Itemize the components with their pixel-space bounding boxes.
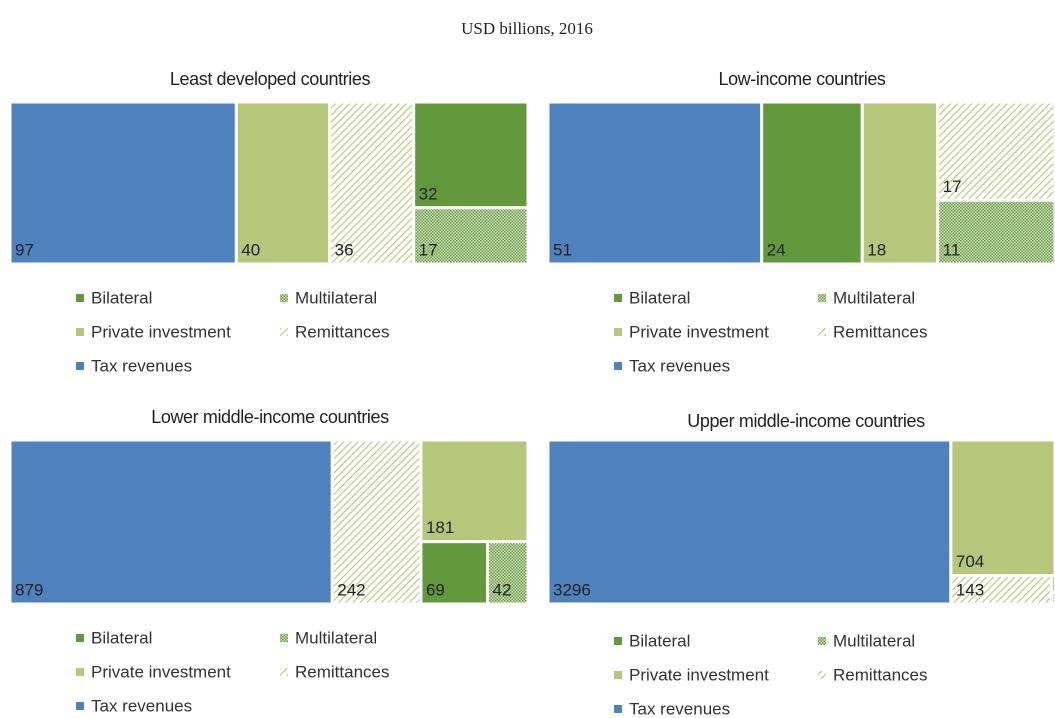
treemap-tile [419, 540, 489, 606]
legend-swatch [818, 328, 826, 336]
legend-swatch [614, 637, 622, 645]
panel-title: Low-income countries [718, 69, 885, 89]
treemap-tile [1049, 574, 1055, 595]
legend-swatch [614, 294, 622, 302]
legend-label: Remittances [295, 322, 389, 341]
treemap-tile [546, 438, 953, 606]
chart-title: USD billions, 2016 [461, 19, 593, 38]
treemap-tile [949, 438, 1055, 578]
panel-title: Upper middle-income countries [687, 411, 925, 431]
legend-swatch [818, 294, 826, 302]
treemap-tile [485, 540, 530, 606]
legend-label: Bilateral [629, 631, 690, 650]
legend-swatch [280, 294, 288, 302]
value-label: 36 [335, 240, 354, 259]
value-label: 32 [419, 184, 438, 203]
value-label: 3296 [553, 580, 591, 599]
treemap-tile [234, 100, 332, 266]
legend-label: Bilateral [91, 288, 152, 307]
legend-label: Private investment [629, 322, 769, 341]
value-label: 18 [867, 240, 886, 259]
value-label: 17 [419, 240, 438, 259]
value-label: 97 [15, 240, 34, 259]
legend-label: Tax revenues [91, 356, 192, 375]
treemap-tile [412, 206, 530, 266]
legend-swatch [76, 668, 84, 676]
value-label: 69 [426, 580, 445, 599]
value-label: 879 [15, 580, 43, 599]
panel-title: Lower middle-income countries [151, 407, 389, 427]
treemap-tile [8, 100, 238, 266]
value-label: 51 [553, 240, 572, 259]
value-label: 17 [943, 177, 962, 196]
legend-label: Multilateral [295, 628, 377, 647]
legend-label: Tax revenues [629, 699, 730, 718]
legend-label: Private investment [91, 322, 231, 341]
legend-swatch [76, 634, 84, 642]
legend-label: Remittances [833, 322, 927, 341]
legend-label: Multilateral [833, 288, 915, 307]
panel-title: Least developed countries [170, 69, 371, 89]
treemap-tile [860, 100, 940, 266]
treemap-tile [949, 574, 1053, 606]
legend-swatch [818, 637, 826, 645]
value-label: 40 [241, 240, 260, 259]
legend-swatch [614, 671, 622, 679]
value-label: 11 [943, 240, 961, 259]
legend-label: Tax revenues [91, 696, 192, 715]
legend-swatch [76, 294, 84, 302]
treemap-tile [328, 100, 416, 266]
legend-label: Multilateral [295, 288, 377, 307]
legend-swatch [280, 328, 288, 336]
legend-swatch [280, 634, 288, 642]
legend-swatch [76, 328, 84, 336]
treemap-tile [8, 438, 334, 606]
treemap-tile [760, 100, 864, 266]
legend-label: Bilateral [629, 288, 690, 307]
legend-swatch [280, 668, 288, 676]
value-label: 242 [337, 580, 365, 599]
legend-label: Private investment [629, 665, 769, 684]
legend-swatch [614, 362, 622, 370]
legend-label: Private investment [91, 662, 231, 681]
legend-label: Bilateral [91, 628, 152, 647]
legend-label: Remittances [295, 662, 389, 681]
value-label: 24 [767, 240, 786, 259]
legend-swatch [76, 362, 84, 370]
treemap-tile [1049, 591, 1055, 606]
legend-label: Multilateral [833, 631, 915, 650]
treemap-tile [936, 198, 1055, 266]
value-label: 42 [492, 580, 511, 599]
treemap-tile [546, 100, 764, 266]
value-label: 181 [426, 518, 454, 537]
value-label: 704 [956, 552, 984, 571]
legend-swatch [76, 702, 84, 710]
legend-label: Tax revenues [629, 356, 730, 375]
legend-swatch [614, 328, 622, 336]
legend-swatch [614, 705, 622, 713]
legend-label: Remittances [833, 665, 927, 684]
legend-swatch [818, 671, 826, 679]
treemap-tile [330, 438, 423, 606]
value-label: 143 [956, 580, 984, 599]
